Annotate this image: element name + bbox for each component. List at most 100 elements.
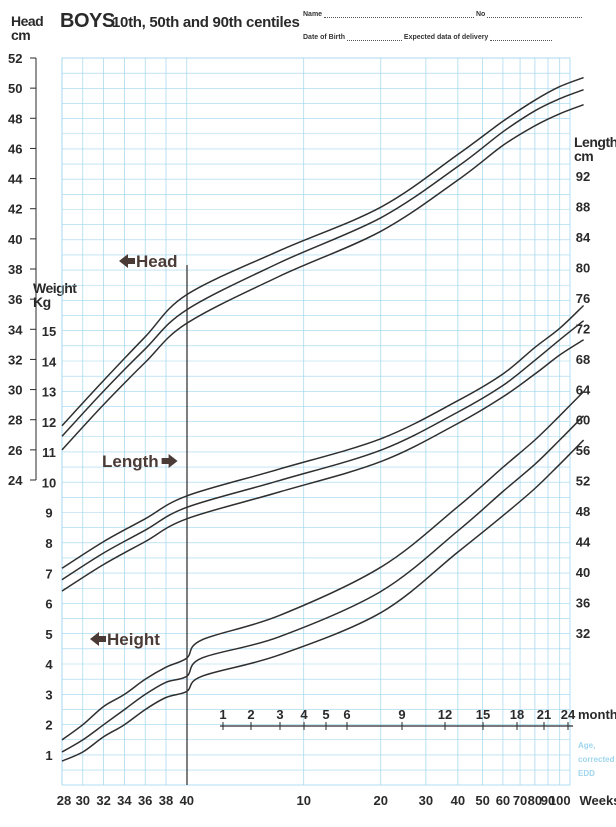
weight-tick-label: 3: [45, 687, 52, 702]
months-tick-label: 18: [510, 707, 524, 722]
months-tick-label: 24: [561, 707, 576, 722]
weight-tick-label: 6: [45, 597, 52, 612]
head-tick-label: 24: [8, 473, 23, 488]
length-axis-title: Length cm: [574, 135, 616, 163]
corrected-age-note: Age,corrected toEDD: [578, 741, 616, 778]
length-tick-label: 56: [576, 443, 590, 458]
week-tick-label: 90: [541, 793, 555, 808]
week-tick-label: 30: [419, 793, 433, 808]
head-tick-label: 48: [8, 111, 22, 126]
week-tick-label: 34: [117, 793, 132, 808]
edd-label: Expected data of delivery: [403, 34, 489, 41]
week-tick-label: 32: [96, 793, 110, 808]
weight-tick-label: 13: [42, 385, 56, 400]
head-centile-line: [61, 76, 584, 427]
head-tick-label: 32: [8, 352, 22, 367]
months-axis-label: months: [578, 707, 616, 722]
weight-tick-label: 9: [45, 506, 52, 521]
length-centile-line: [61, 304, 585, 569]
chart-labels: Head Length Height: [90, 252, 178, 649]
length-tick-label: 52: [576, 474, 590, 489]
length-tick-label: 48: [576, 504, 590, 519]
length-annotation: Length: [102, 452, 178, 471]
months-tick-label: 9: [398, 707, 405, 722]
week-tick-label: 80: [528, 793, 542, 808]
week-tick-label: 40: [180, 793, 194, 808]
months-tick-label: 5: [322, 707, 329, 722]
weeks-axis-label: Weeks: [580, 793, 616, 808]
length-tick-label: 68: [576, 352, 590, 367]
head-centile-line: [61, 88, 584, 437]
head-tick-label: 36: [8, 292, 22, 307]
length-tick-label: 36: [576, 596, 590, 611]
weight-tick-label: 11: [42, 445, 56, 460]
chart-series: [61, 76, 585, 762]
head-tick-label: 40: [8, 232, 22, 247]
name-label: Name: [303, 11, 323, 18]
week-tick-label: 36: [138, 793, 152, 808]
months-tick-label: 4: [300, 707, 308, 722]
head-axis-title: Head cm: [11, 13, 44, 43]
weight-centile-line: [61, 391, 585, 741]
months-tick-label: 3: [276, 707, 283, 722]
months-tick-label: 15: [476, 707, 490, 722]
weight-centile-line: [61, 415, 585, 753]
plot-frame: [61, 57, 571, 786]
weight-tick-label: 15: [42, 324, 56, 339]
months-tick-label: 1: [219, 707, 226, 722]
weight-tick-label: 1: [45, 748, 52, 763]
head-tick-label: 50: [8, 81, 22, 96]
length-tick-label: 40: [576, 565, 590, 580]
length-tick-label: 80: [576, 260, 590, 275]
head-tick-label: 42: [8, 202, 22, 217]
dob-field: Date of Birth Expected data of delivery: [303, 34, 553, 41]
chart-title: BOYS: [60, 10, 115, 32]
week-tick-label: 30: [76, 793, 90, 808]
length-centile-line: [61, 320, 585, 581]
arrow-icon: [90, 632, 106, 646]
arrow-icon: [161, 454, 178, 468]
length-tick-label: 76: [576, 291, 590, 306]
weight-axis-title: Weight Kg: [33, 280, 77, 310]
head-centile-line: [61, 103, 584, 451]
length-tick-label: 72: [576, 321, 590, 336]
length-annotation-text: Length: [102, 452, 159, 471]
no-label: No: [475, 11, 486, 18]
name-field: Name No: [303, 11, 583, 18]
week-tick-label: 100: [549, 793, 571, 808]
length-tick-label: 64: [576, 382, 591, 397]
week-tick-label: 40: [451, 793, 465, 808]
head-tick-label: 52: [8, 51, 22, 66]
weight-tick-label: 7: [45, 566, 52, 581]
length-tick-label: 60: [576, 413, 590, 428]
week-tick-label: 20: [374, 793, 388, 808]
head-tick-label: 34: [8, 322, 23, 337]
week-tick-label: 50: [475, 793, 489, 808]
head-tick-label: 28: [8, 413, 22, 428]
weight-tick-label: 2: [45, 718, 52, 733]
length-tick-label: 32: [576, 626, 590, 641]
week-tick-label: 38: [159, 793, 173, 808]
head-tick-label: 46: [8, 141, 22, 156]
head-tick-label: 30: [8, 383, 22, 398]
weight-axis-label: Weight Kg: [33, 280, 77, 310]
head-axis-label: Head cm: [11, 13, 44, 43]
length-tick-label: 88: [576, 199, 590, 214]
head-tick-label: 26: [8, 443, 22, 458]
chart-grid: [61, 57, 571, 786]
height-annotation-text: Height: [107, 630, 160, 649]
week-tick-label: 10: [296, 793, 310, 808]
length-centile-line: [61, 339, 584, 592]
length-axis-label: Length cm: [574, 134, 616, 164]
months-tick-label: 6: [343, 707, 350, 722]
weight-tick-label: 10: [42, 475, 56, 490]
months-tick-label: 12: [438, 707, 452, 722]
length-tick-label: 84: [576, 230, 591, 245]
height-annotation: Height: [90, 630, 160, 649]
dob-label: Date of Birth: [303, 34, 345, 41]
weight-centile-line: [61, 439, 585, 762]
weight-tick-label: 12: [42, 415, 56, 430]
head-annotation: Head: [119, 252, 178, 271]
months-tick-label: 2: [247, 707, 254, 722]
